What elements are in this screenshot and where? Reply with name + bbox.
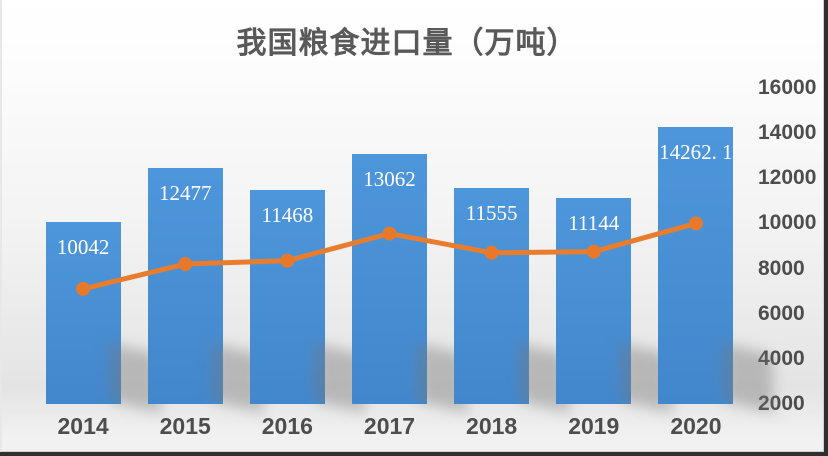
y-axis-label-14000: 14000: [758, 121, 817, 145]
x-axis-label-2019: 2019: [568, 413, 620, 439]
x-axis-label-2017: 2017: [363, 413, 416, 439]
chart-title: 我国粮食进口量（万吨）: [236, 27, 578, 60]
x-axis-label-2015: 2015: [159, 413, 211, 439]
bar-2015: 12477: [147, 167, 223, 404]
y-axis-label-16000: 16000: [758, 76, 817, 99]
bar-value-label: 10042: [56, 235, 110, 260]
bar-2020: 14262. 1: [658, 127, 734, 404]
y-axis-label-10000: 10000: [758, 211, 817, 235]
bar-2019: 11144: [556, 197, 632, 404]
bar-2014: 10042: [45, 222, 121, 404]
x-axis-label-2018: 2018: [466, 413, 518, 439]
bar-2017: 13062: [352, 154, 427, 404]
bar-value-label: 14262. 1: [659, 140, 733, 165]
bar-value-label: 13062: [363, 167, 416, 192]
bar-value-label: 12477: [158, 180, 212, 205]
x-axis-label-2016: 2016: [261, 413, 313, 439]
bar-2018: 11555: [454, 188, 530, 404]
y-axis-label-6000: 6000: [758, 301, 805, 325]
y-axis-label-12000: 12000: [758, 166, 817, 190]
bar-value-label: 11555: [465, 201, 518, 226]
y-axis-label-8000: 8000: [758, 256, 805, 280]
x-axis-label-2014: 2014: [57, 413, 109, 439]
bar-2016: 11468: [249, 190, 325, 404]
bar-value-label: 11468: [261, 203, 314, 228]
bar-value-label: 11144: [568, 210, 620, 235]
x-axis-label-2020: 2020: [670, 413, 722, 439]
